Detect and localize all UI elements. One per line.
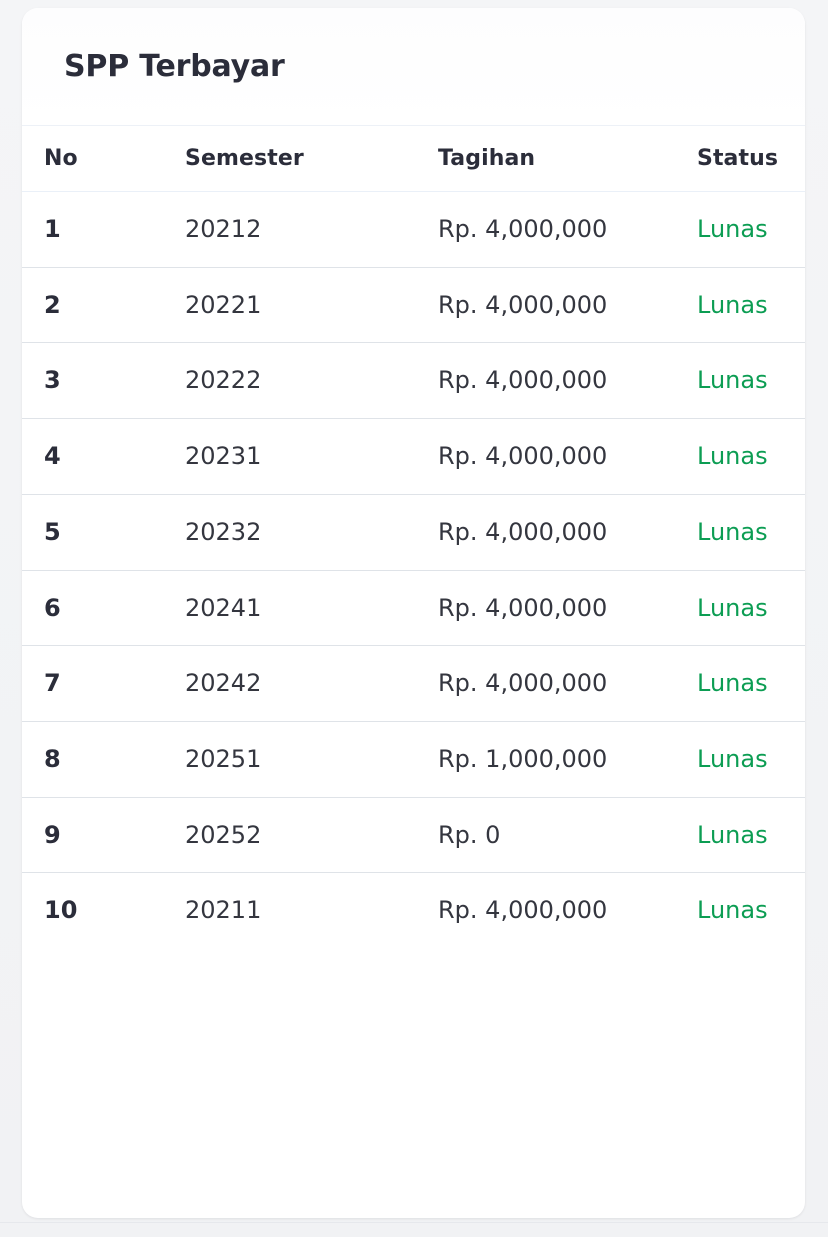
table-row[interactable]: 1 20212 Rp. 4,000,000 Lunas: [22, 191, 805, 268]
table-row[interactable]: 7 20242 Rp. 4,000,000 Lunas: [22, 645, 805, 723]
card-header: SPP Terbayar: [22, 8, 805, 126]
table-row[interactable]: 5 20232 Rp. 4,000,000 Lunas: [22, 494, 805, 571]
page-title: SPP Terbayar: [64, 49, 285, 84]
status-badge: Lunas: [697, 669, 768, 698]
cell-status: Lunas: [697, 342, 805, 420]
status-badge: Lunas: [697, 442, 768, 471]
spp-table: No Semester Tagihan Status 1 20212 Rp. 4…: [22, 126, 805, 948]
cell-tagihan: Rp. 4,000,000: [438, 570, 697, 647]
table-row[interactable]: 10 20211 Rp. 4,000,000 Lunas: [22, 873, 805, 948]
cell-tagihan: Rp. 4,000,000: [438, 494, 697, 571]
cell-no: 3: [22, 342, 185, 420]
cell-status: Lunas: [697, 797, 805, 874]
cell-semester: 20251: [185, 721, 438, 798]
cell-status: Lunas: [697, 873, 805, 948]
table-row[interactable]: 9 20252 Rp. 0 Lunas: [22, 797, 805, 874]
cell-semester: 20252: [185, 797, 438, 874]
table-row[interactable]: 8 20251 Rp. 1,000,000 Lunas: [22, 721, 805, 798]
cell-semester: 20212: [185, 191, 438, 268]
table-row[interactable]: 2 20221 Rp. 4,000,000 Lunas: [22, 267, 805, 344]
cell-status: Lunas: [697, 267, 805, 344]
cell-tagihan: Rp. 4,000,000: [438, 896, 608, 925]
status-badge: Lunas: [697, 517, 768, 546]
status-badge: Lunas: [697, 820, 768, 849]
cell-status: Lunas: [697, 418, 805, 495]
cell-no: 4: [22, 418, 185, 495]
spp-terbayar-card: SPP Terbayar No Semester Tagihan Status: [22, 8, 805, 1218]
status-badge: Lunas: [697, 896, 768, 925]
status-badge: Lunas: [697, 215, 768, 243]
cell-no: 7: [22, 645, 185, 723]
cell-no: 10: [44, 896, 78, 925]
column-header-status: Status: [697, 126, 805, 192]
cell-tagihan: Rp. 4,000,000: [438, 645, 697, 723]
column-header-semester: Semester: [185, 126, 438, 192]
column-header-tagihan: Tagihan: [438, 126, 697, 192]
cell-semester: 20221: [185, 267, 438, 344]
cell-tagihan: Rp. 0: [438, 797, 697, 874]
page-bottom-divider: [0, 1222, 828, 1223]
cell-no: 5: [22, 494, 185, 571]
table-header-row: No Semester Tagihan Status: [22, 126, 805, 192]
cell-status: Lunas: [697, 191, 805, 268]
table-row[interactable]: 3 20222 Rp. 4,000,000 Lunas: [22, 342, 805, 420]
cell-status: Lunas: [697, 645, 805, 723]
table-row[interactable]: 4 20231 Rp. 4,000,000 Lunas: [22, 418, 805, 495]
table-header: No Semester Tagihan Status: [22, 126, 805, 192]
cell-semester: 20211: [185, 896, 262, 925]
cell-no: 9: [22, 797, 185, 874]
cell-no: 8: [22, 721, 185, 798]
cell-no: 6: [22, 570, 185, 647]
cell-semester: 20231: [185, 418, 438, 495]
status-badge: Lunas: [697, 593, 768, 622]
cell-status: Lunas: [697, 494, 805, 571]
column-header-no: No: [22, 126, 185, 192]
cell-semester: 20222: [185, 342, 438, 420]
cell-semester: 20232: [185, 494, 438, 571]
cell-tagihan: Rp. 1,000,000: [438, 721, 697, 798]
table-body: 1 20212 Rp. 4,000,000 Lunas 2 20221 Rp. …: [22, 191, 805, 949]
status-badge: Lunas: [697, 366, 768, 395]
cell-semester: 20242: [185, 645, 438, 723]
table-row[interactable]: 6 20241 Rp. 4,000,000 Lunas: [22, 570, 805, 647]
cell-semester: 20241: [185, 570, 438, 647]
cell-status: Lunas: [697, 570, 805, 647]
cell-tagihan: Rp. 4,000,000: [438, 418, 697, 495]
cell-no: 2: [22, 267, 185, 344]
status-badge: Lunas: [697, 290, 768, 319]
cell-no: 1: [22, 191, 185, 268]
status-badge: Lunas: [697, 745, 768, 774]
cell-tagihan: Rp. 4,000,000: [438, 267, 697, 344]
cell-tagihan: Rp. 4,000,000: [438, 342, 697, 420]
cell-tagihan: Rp. 4,000,000: [438, 191, 697, 268]
cell-status: Lunas: [697, 721, 805, 798]
